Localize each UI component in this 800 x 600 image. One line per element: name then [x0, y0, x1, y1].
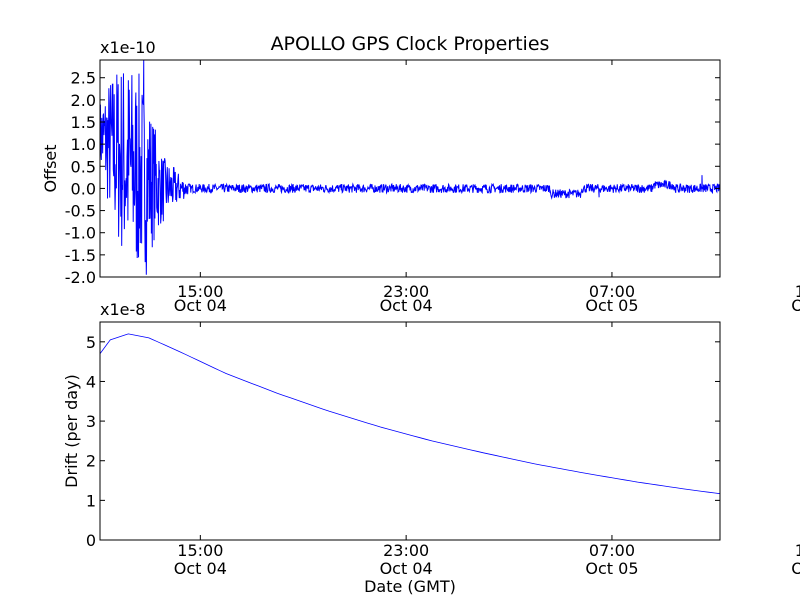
offset-xtick-date-label: Oct 05 [791, 296, 800, 315]
drift-xtick-date-label: Oct 05 [585, 559, 638, 578]
drift-ytick-label: 4 [86, 372, 96, 391]
figure-title: APOLLO GPS Clock Properties [271, 33, 550, 55]
offset-ytick-label: -1.0 [65, 224, 96, 243]
offset-ytick-label: -1.5 [65, 246, 96, 265]
drift-xlabel: Date (GMT) [364, 577, 456, 596]
offset-xtick-time-label: 23:00 [383, 282, 429, 301]
drift-ytick-label: 1 [86, 491, 96, 510]
drift-xtick-time-label: 23:00 [383, 541, 429, 560]
offset-ytick-label: 1.5 [71, 113, 96, 132]
offset-xtick-date-label: Oct 04 [380, 296, 433, 315]
drift-ytick-label: 2 [86, 452, 96, 471]
offset-scale-label: x1e-10 [100, 38, 156, 57]
drift-ytick-label: 0 [86, 531, 96, 550]
offset-ytick-label: 0.0 [71, 179, 96, 198]
drift-ylabel: Drift (per day) [62, 374, 81, 488]
offset-plot: -2.0-1.5-1.0-0.50.00.51.01.52.02.515:00O… [41, 38, 800, 315]
drift-ytick-label: 5 [86, 333, 96, 352]
offset-ytick-label: 2.5 [71, 69, 96, 88]
offset-ytick-label: 0.5 [71, 157, 96, 176]
offset-plot-frame [99, 59, 721, 278]
drift-series-line [100, 333, 720, 495]
offset-ytick-label: -0.5 [65, 202, 96, 221]
offset-ytick-label: -2.0 [65, 268, 96, 287]
drift-plot-frame [99, 321, 721, 541]
offset-series-line [100, 60, 720, 275]
drift-xtick-time-label: 15:00 [177, 541, 223, 560]
drift-xtick-time-label: 07:00 [589, 541, 635, 560]
drift-xtick-time-label: 15:00 [795, 541, 800, 560]
drift-ytick-label: 3 [86, 412, 96, 431]
drift-xtick-date-label: Oct 04 [174, 559, 227, 578]
offset-xtick-time-label: 15:00 [177, 282, 223, 301]
offset-xtick-time-label: 15:00 [795, 282, 800, 301]
offset-ylabel: Offset [41, 144, 60, 192]
offset-xtick-date-label: Oct 04 [174, 296, 227, 315]
drift-xtick-date-label: Oct 05 [791, 559, 800, 578]
offset-xtick-time-label: 07:00 [589, 282, 635, 301]
drift-xtick-date-label: Oct 04 [380, 559, 433, 578]
offset-ytick-label: 2.0 [71, 91, 96, 110]
drift-scale-label: x1e-8 [100, 300, 145, 319]
offset-xtick-date-label: Oct 05 [585, 296, 638, 315]
offset-ytick-label: 1.0 [71, 135, 96, 154]
